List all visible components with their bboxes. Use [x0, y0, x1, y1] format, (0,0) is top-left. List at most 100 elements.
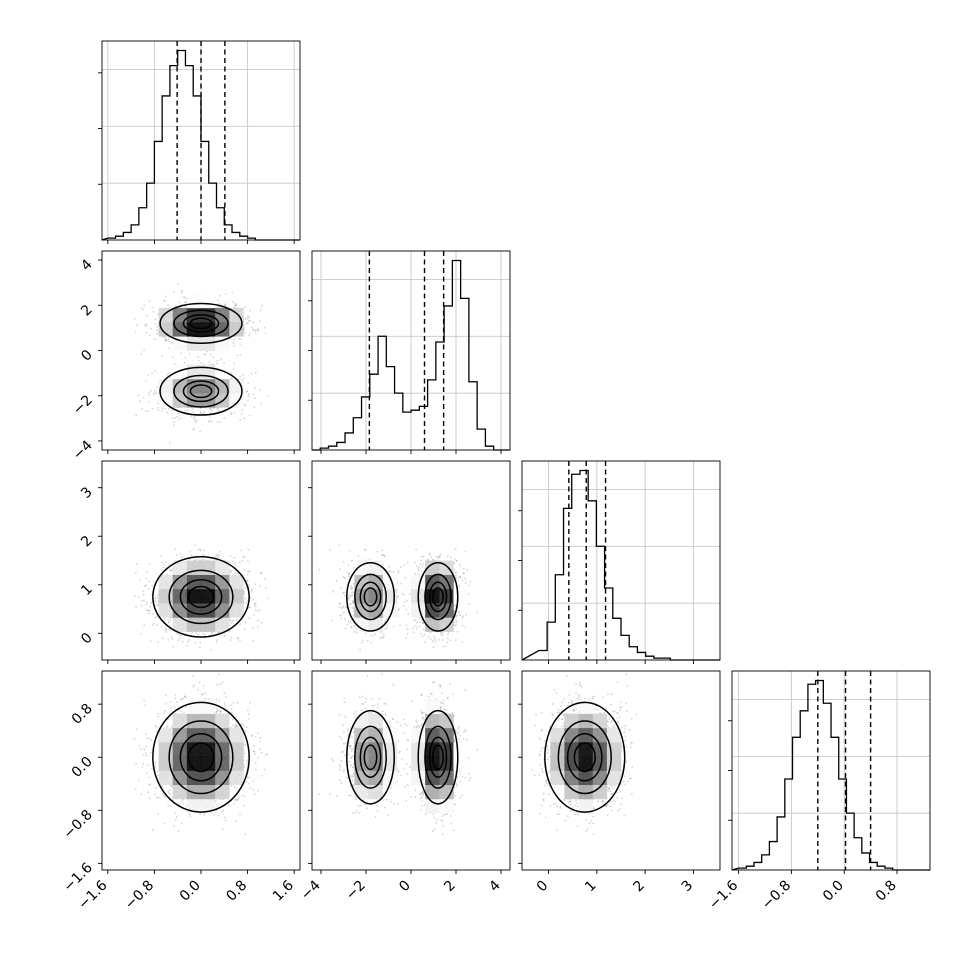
density-cell [172, 364, 188, 380]
density-cell [439, 617, 454, 632]
scatter-point [183, 361, 186, 364]
density-cell [354, 603, 369, 618]
scatter-point [216, 359, 219, 362]
hist-panel-1 [308, 250, 511, 451]
scatter-point [248, 393, 250, 396]
scatter-point [233, 619, 236, 622]
scatter-point [204, 634, 207, 637]
scatter-point [245, 601, 248, 604]
scatter-point [247, 395, 250, 398]
scatter-point [239, 639, 241, 642]
scatter-point [449, 639, 451, 642]
scatter-point [259, 309, 262, 312]
scatter-point [329, 548, 332, 551]
scatter-point [241, 409, 244, 411]
scatter-point [364, 549, 367, 552]
scatter-point [185, 409, 188, 412]
scatter-point [249, 570, 251, 573]
scatter-point [145, 745, 148, 748]
scatter-point [157, 402, 160, 405]
scatter-point [239, 623, 241, 626]
scatter-point [429, 631, 432, 634]
scatter-point [198, 681, 201, 684]
scatter-point [455, 577, 458, 580]
scatter-point [145, 603, 148, 606]
contour-line [159, 302, 243, 344]
scatter-point [397, 608, 400, 610]
scatter-point [233, 562, 236, 565]
scatter-point [430, 556, 433, 558]
scatter-point [402, 605, 405, 607]
scatter-point [404, 576, 407, 579]
scatter-point [253, 329, 256, 332]
scatter-point [230, 372, 232, 374]
contour-line [363, 587, 378, 607]
scatter-point [423, 633, 426, 636]
scatter-point [239, 343, 242, 346]
scatter-point [429, 638, 432, 640]
scatter-point [171, 356, 174, 359]
scatter-point [397, 571, 400, 574]
scatter-point [155, 615, 158, 618]
scatter-point [165, 339, 168, 342]
grid [312, 251, 510, 450]
scatter-point [380, 554, 383, 557]
scatter-point [348, 599, 350, 601]
scatter-point [259, 572, 262, 575]
scatter-point [154, 597, 157, 599]
scatter-point [150, 390, 152, 392]
scatter-point [246, 399, 249, 402]
density-cell [229, 574, 244, 590]
scatter-point [162, 637, 164, 640]
contour-line [189, 384, 213, 399]
scatter-point [194, 544, 197, 546]
density-cell [425, 574, 440, 590]
scatter-point [383, 554, 386, 557]
scatter-point [381, 636, 384, 639]
scatter-point [247, 319, 250, 322]
scatter-point [352, 614, 355, 617]
scatter-point [156, 329, 159, 331]
scatter-point [191, 631, 194, 634]
scatter-point [199, 548, 202, 551]
density-cell [201, 617, 216, 632]
scatter-point [248, 606, 251, 609]
density-cell [158, 574, 174, 590]
x-ticks-1 [320, 450, 502, 454]
scatter-point [352, 583, 355, 585]
scatter-point [383, 635, 385, 637]
scatter-point [167, 304, 169, 307]
scatter-point [455, 571, 458, 574]
scatter-point [154, 764, 157, 767]
scatter-point [253, 406, 256, 409]
scatter-point [183, 296, 185, 299]
scatter-point [148, 401, 151, 403]
scatter-point [422, 622, 425, 625]
scatter-point [456, 559, 458, 562]
scatter-point [169, 619, 172, 622]
scatter-point [405, 624, 408, 627]
scatter-point [421, 635, 424, 638]
scatter-point [161, 355, 163, 357]
scatter-point [462, 572, 464, 575]
x-ticks-0 [107, 450, 295, 454]
scatter-point [453, 621, 456, 624]
scatter-point [155, 325, 158, 328]
scatter-point [162, 563, 165, 566]
scatter-point [188, 409, 190, 412]
panel-content [133, 673, 269, 836]
y-tick-label: −4 [70, 437, 96, 463]
scatter-point [433, 639, 435, 641]
scatter-point [163, 299, 165, 302]
scatter-point [234, 799, 236, 801]
scatter-point [266, 394, 269, 397]
scatter-point [352, 601, 354, 604]
scatter-point [180, 291, 183, 293]
scatter-point [141, 407, 144, 410]
scatter-point [400, 582, 402, 585]
scatter-point [193, 427, 196, 430]
scatter-point [144, 323, 147, 326]
scatter-point [446, 641, 448, 644]
x-tick-label: 0.0 [820, 878, 847, 905]
scatter-point [140, 632, 143, 635]
